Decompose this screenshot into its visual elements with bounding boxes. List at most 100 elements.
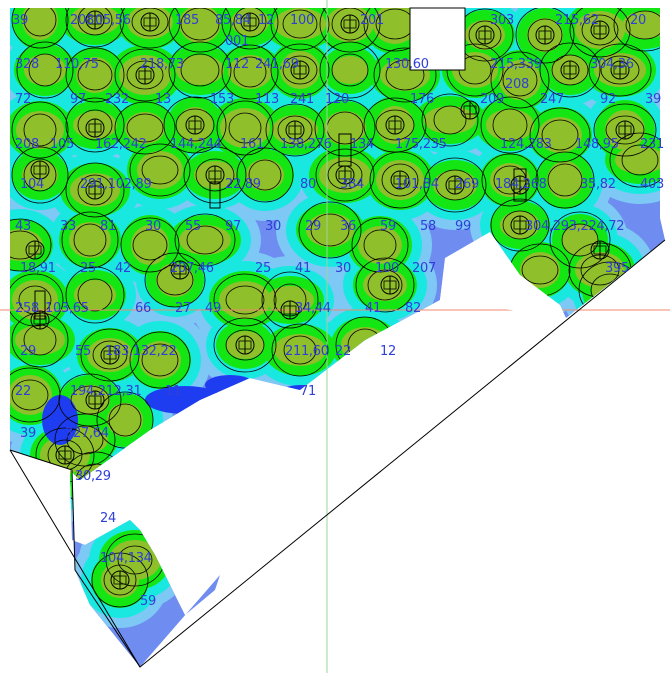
value-label: 183,132,22 [105, 344, 176, 359]
value-label: 12 [258, 13, 274, 28]
light-fixture-icon [380, 275, 400, 295]
value-label: 130,60 [385, 57, 429, 72]
contour-line [327, 160, 363, 190]
light-fixture-icon [85, 390, 105, 410]
value-label: 92 [600, 92, 616, 107]
value-label: 24 [100, 511, 116, 526]
contour-line [114, 48, 176, 102]
contour-line [213, 273, 277, 327]
light-fixture-icon [205, 165, 225, 185]
contour-line [502, 210, 538, 240]
value-label: 34,44 [295, 301, 331, 316]
value-label: 304,293,224,72 [525, 219, 624, 234]
contour-line [141, 155, 179, 185]
value-label: 12 [380, 344, 396, 359]
value-label: 30 [145, 219, 161, 234]
contour-line [236, 147, 294, 203]
contour-band [324, 111, 366, 145]
value-label: 218,73 [140, 57, 184, 72]
contour-line [314, 99, 376, 157]
contour-line [270, 8, 330, 51]
contour-band [520, 252, 560, 288]
contour-line [468, 20, 502, 50]
value-label: 241 [290, 92, 314, 107]
contour-line [11, 379, 49, 411]
contour-band [10, 229, 43, 261]
contour-line [547, 163, 583, 197]
contour-line [213, 317, 277, 373]
contour-line [277, 115, 313, 145]
light-fixture-icon [30, 310, 50, 330]
light-fixture-icon [390, 170, 410, 190]
value-label: 104,134 [100, 551, 152, 566]
value-label: 99 [455, 219, 471, 234]
light-fixture-icon [209, 181, 221, 209]
value-label: 103,65 [45, 301, 89, 316]
contour-band [615, 146, 665, 174]
contour-band-low [42, 395, 78, 445]
contour-line [65, 8, 125, 48]
contour-band [219, 281, 271, 319]
light-fixture-icon [510, 215, 530, 235]
contour-band [10, 375, 52, 415]
light-fixture-icon [25, 240, 45, 260]
contour-line [270, 43, 330, 97]
light-fixture-icon [110, 570, 130, 590]
contour-band [107, 403, 143, 437]
contour-line [58, 373, 122, 427]
value-label: 247 [540, 92, 564, 107]
light-fixture-icon [615, 120, 635, 140]
contour-line [180, 53, 220, 87]
contour-line [355, 257, 415, 313]
contour-line [283, 335, 317, 365]
contour-line [77, 59, 113, 91]
value-label: 208 [15, 137, 39, 152]
contour-band [109, 540, 161, 580]
light-fixture-icon [590, 240, 610, 260]
contour-line [23, 113, 57, 147]
contour-line [373, 47, 437, 103]
contour-line [529, 107, 591, 163]
light-fixtures [25, 10, 635, 590]
value-label: 49 [205, 301, 221, 316]
contour-band [486, 109, 534, 141]
value-label: 303 [490, 13, 514, 28]
contour-line [131, 8, 169, 37]
contour-band [131, 225, 169, 265]
value-label: 110,75 [55, 57, 99, 72]
contour-band [424, 106, 476, 134]
contour-line [569, 8, 631, 58]
contour-line [77, 278, 113, 312]
value-label: 42 [115, 261, 131, 276]
contour-band [16, 111, 64, 149]
value-label: 100 [290, 13, 314, 28]
light-fixture-icon [240, 12, 260, 32]
light-fixture-icon [385, 115, 405, 135]
light-fixture-icon [338, 133, 352, 167]
contour-line [65, 162, 125, 218]
value-label: 185 [175, 13, 199, 28]
light-fixture-icon [475, 25, 495, 45]
contour-band [266, 286, 314, 314]
value-label: 55 [75, 344, 91, 359]
contour-line [433, 105, 467, 135]
contour-line [144, 252, 206, 308]
value-label: 105 [50, 137, 74, 152]
contour-line [225, 329, 265, 361]
contour-band [156, 263, 194, 297]
contour-band [125, 112, 165, 144]
value-label: 22 [15, 384, 31, 399]
contour-band [179, 8, 221, 43]
value-label: 201 [360, 13, 384, 28]
contour-line [195, 158, 235, 192]
contour-band [246, 159, 284, 191]
contour-line [180, 8, 220, 41]
contour-line [282, 55, 318, 85]
contour-line [535, 151, 595, 209]
contour-band [15, 325, 65, 355]
contour-line [492, 108, 528, 142]
contour-line [132, 229, 168, 261]
value-label: 176 [410, 92, 434, 107]
value-label: 59 [380, 219, 396, 234]
